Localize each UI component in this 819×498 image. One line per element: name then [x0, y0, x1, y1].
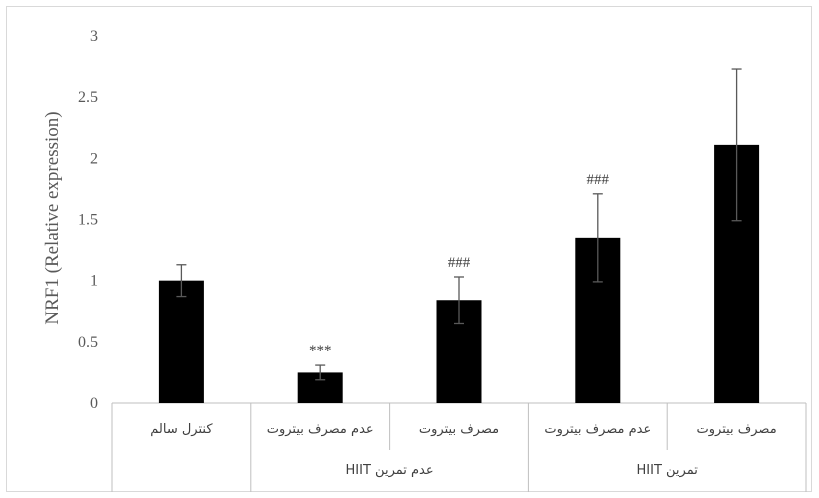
y-tick-label: 1.5	[78, 212, 98, 229]
y-tick-labels: 0 0.5 1 1.5 2 2.5 3	[78, 28, 98, 412]
error-bars	[176, 68, 742, 381]
significance-label: ###	[448, 255, 471, 271]
category-label: عدم مصرف بیتروت	[544, 422, 651, 437]
chart-frame	[6, 6, 812, 492]
group-label: تمرین HIIT	[637, 463, 699, 478]
group-label: عدم تمرین HIIT	[346, 463, 434, 478]
category-label: عدم مصرف بیتروت	[267, 422, 374, 437]
category-label: مصرف بیتروت	[697, 422, 777, 437]
category-labels: کنترل سالم عدم مصرف بیتروت مصرف بیتروت عدم …	[150, 422, 776, 437]
y-tick-label: 0	[90, 395, 98, 412]
bar	[158, 280, 204, 403]
y-tick-label: 2.5	[78, 89, 98, 106]
y-axis-title: NRF1 (Relative expression)	[42, 111, 63, 324]
group-labels: عدم تمرین HIIT تمرین HIIT	[346, 463, 699, 478]
significance-label: ###	[587, 172, 610, 188]
bars	[158, 144, 760, 404]
y-tick-label: 3	[90, 28, 98, 45]
significance-label: ***	[309, 343, 332, 359]
y-tick-label: 2	[90, 150, 98, 167]
significance-labels: *** ### ###	[309, 172, 610, 359]
axes	[111, 402, 807, 492]
y-tick-label: 1	[90, 273, 98, 290]
category-label: کنترل سالم	[150, 422, 213, 437]
y-tick-label: 0.5	[78, 334, 98, 351]
category-label: مصرف بیتروت	[419, 422, 499, 437]
